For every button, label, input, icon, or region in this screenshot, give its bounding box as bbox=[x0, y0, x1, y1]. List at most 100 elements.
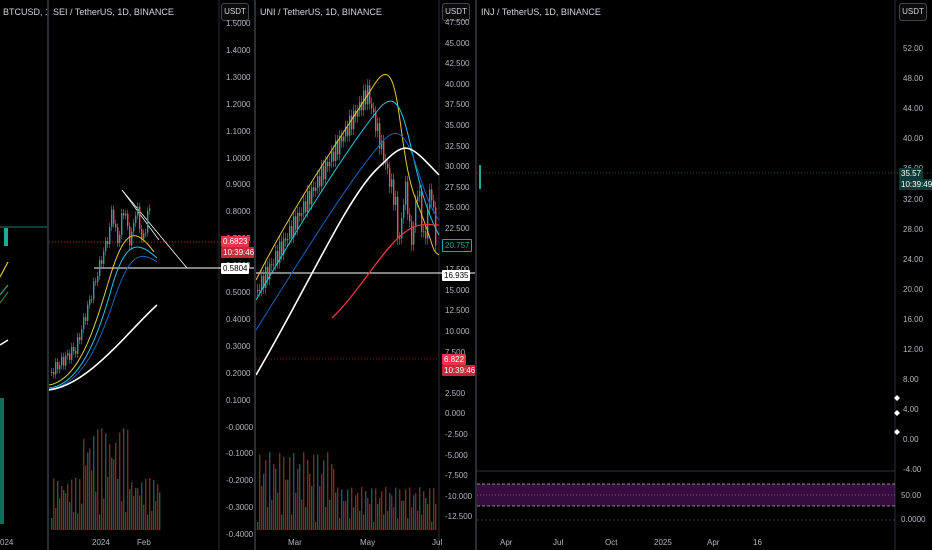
volume-bar bbox=[127, 429, 129, 530]
volume-bar bbox=[285, 479, 287, 530]
btc-chart-panel[interactable]: BTCUSD, 1M, C 024 bbox=[0, 0, 48, 550]
candle-body bbox=[147, 210, 149, 233]
volume-bar bbox=[153, 479, 155, 530]
candle-body bbox=[373, 108, 375, 112]
candle-body bbox=[315, 187, 317, 192]
marker-icon bbox=[894, 395, 900, 401]
y-axis-tick: -0.3000 bbox=[226, 503, 254, 513]
candle-body bbox=[139, 206, 141, 229]
y-axis-tick: 30.000 bbox=[445, 162, 470, 172]
candle-body bbox=[101, 260, 103, 264]
volume-bar bbox=[287, 479, 289, 530]
y-axis-tick: -5.000 bbox=[445, 450, 468, 460]
candle-body bbox=[381, 140, 383, 149]
candle-body bbox=[433, 200, 435, 208]
volume-bar bbox=[297, 468, 299, 530]
candle-body bbox=[107, 240, 109, 244]
currency-button[interactable]: USDT bbox=[442, 3, 470, 21]
volume-bar bbox=[115, 442, 117, 530]
candle-body bbox=[95, 281, 97, 283]
candle-body bbox=[479, 165, 481, 189]
candle-body bbox=[65, 355, 67, 366]
candle-body bbox=[77, 337, 79, 354]
y-axis-tick: 25.000 bbox=[445, 203, 470, 213]
candle-body bbox=[377, 123, 379, 132]
inj-chart-panel[interactable]: INJ / TetherUS, 1D, BINANCE USDT 52.00 48… bbox=[477, 0, 932, 550]
volume-bar bbox=[351, 487, 353, 530]
y-axis-tick: 0.000 bbox=[445, 409, 466, 419]
countdown-tag: 10:39:46 bbox=[442, 365, 476, 376]
trend-line bbox=[121, 189, 160, 241]
oscillator-axis-tick: 50.00 bbox=[901, 491, 922, 500]
symbol-label: UNI / TetherUS, 1D, BINANCE bbox=[260, 7, 382, 17]
candle-body bbox=[305, 201, 307, 212]
y-axis-tick: 52.00 bbox=[903, 44, 924, 53]
volume-bar bbox=[97, 429, 99, 530]
volume-bar bbox=[323, 460, 325, 530]
sei-chart-panel[interactable]: SEI / TetherUS, 1D, BINANCE USDT 1.5000 1… bbox=[49, 0, 255, 550]
panel-divider[interactable] bbox=[475, 0, 477, 550]
candle-body bbox=[91, 299, 93, 301]
volume-bar bbox=[101, 428, 103, 530]
marker-icon bbox=[894, 429, 900, 435]
volume-bar bbox=[141, 482, 143, 530]
y-axis-tick: 1.4000 bbox=[226, 45, 251, 55]
volume-bar bbox=[391, 495, 393, 530]
currency-button[interactable]: USDT bbox=[221, 3, 249, 21]
volume-bar bbox=[117, 478, 119, 530]
volume-bar bbox=[123, 428, 125, 530]
candle-body bbox=[313, 187, 315, 192]
volume-bar bbox=[311, 485, 313, 530]
candle-body bbox=[103, 251, 105, 264]
volume-bar bbox=[329, 499, 331, 530]
volume-bar bbox=[281, 514, 283, 530]
y-axis-tick: 0.4000 bbox=[226, 314, 251, 324]
uni-chart-panel[interactable]: UNI / TetherUS, 1D, BINANCE USDT 47.500 4… bbox=[256, 0, 476, 550]
candle-body bbox=[353, 110, 355, 130]
candle-body bbox=[401, 218, 403, 239]
volume-bar bbox=[91, 470, 93, 530]
candle-body bbox=[297, 212, 299, 230]
uni-chart-svg bbox=[256, 0, 476, 550]
candle-body bbox=[117, 227, 119, 243]
candle-body bbox=[323, 165, 325, 180]
candle-body bbox=[419, 190, 421, 197]
symbol-label: INJ / TetherUS, 1D, BINANCE bbox=[481, 7, 601, 17]
panel-divider[interactable] bbox=[47, 0, 49, 550]
y-axis-tick: 0.2000 bbox=[226, 368, 251, 378]
candle-body bbox=[389, 168, 391, 187]
sei-chart-svg bbox=[49, 0, 255, 550]
x-axis-tick: Apr bbox=[707, 538, 720, 547]
countdown-tag: 10:39:46 bbox=[221, 247, 255, 258]
y-axis-tick: 4.00 bbox=[903, 405, 919, 415]
candle-body bbox=[301, 213, 303, 216]
volume-bar bbox=[341, 489, 343, 530]
candle-body bbox=[283, 238, 285, 255]
oscillator-axis-tick: 0.0000 bbox=[901, 515, 926, 524]
volume-bar bbox=[67, 483, 69, 530]
volume-bar bbox=[415, 493, 417, 530]
volume-bar bbox=[261, 485, 263, 530]
candle-body bbox=[131, 231, 133, 246]
y-axis-tick: 20.00 bbox=[903, 284, 924, 294]
volume-bar bbox=[383, 514, 385, 530]
volume-bar bbox=[129, 489, 131, 530]
candle-body bbox=[311, 187, 313, 205]
volume-bar bbox=[349, 518, 351, 530]
volume-bar bbox=[427, 503, 429, 530]
volume-bar bbox=[395, 487, 397, 530]
volume-bar bbox=[371, 488, 373, 530]
candle-body bbox=[109, 227, 111, 244]
volume-bar bbox=[151, 510, 153, 530]
candle-body bbox=[269, 264, 271, 280]
candle-body bbox=[93, 281, 95, 300]
currency-button[interactable]: USDT bbox=[899, 3, 927, 21]
volume-bar bbox=[321, 473, 323, 530]
candle-body bbox=[345, 126, 347, 137]
candle-body bbox=[281, 241, 283, 255]
x-axis-tick: Jul bbox=[553, 538, 564, 547]
volume-bar bbox=[385, 487, 387, 530]
panel-divider[interactable] bbox=[254, 0, 256, 550]
volume-bar bbox=[327, 452, 329, 530]
candle-body bbox=[431, 189, 433, 201]
